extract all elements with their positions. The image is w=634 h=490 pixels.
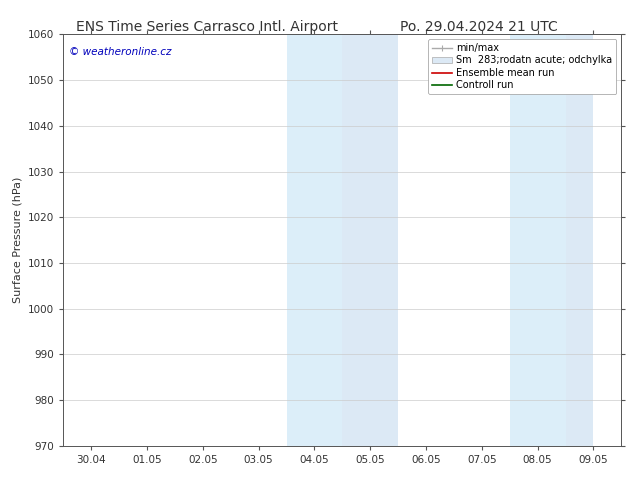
Legend: min/max, Sm  283;rodatn acute; odchylka, Ensemble mean run, Controll run: min/max, Sm 283;rodatn acute; odchylka, … xyxy=(428,39,616,94)
Bar xyxy=(566,34,593,446)
Text: © weatheronline.cz: © weatheronline.cz xyxy=(69,47,171,57)
Y-axis label: Surface Pressure (hPa): Surface Pressure (hPa) xyxy=(13,177,23,303)
Text: Po. 29.04.2024 21 UTC: Po. 29.04.2024 21 UTC xyxy=(400,20,558,34)
Bar xyxy=(510,34,538,446)
Bar xyxy=(287,34,314,446)
Bar xyxy=(538,34,566,446)
Text: ENS Time Series Carrasco Intl. Airport: ENS Time Series Carrasco Intl. Airport xyxy=(76,20,338,34)
Bar xyxy=(342,34,398,446)
Bar xyxy=(314,34,342,446)
